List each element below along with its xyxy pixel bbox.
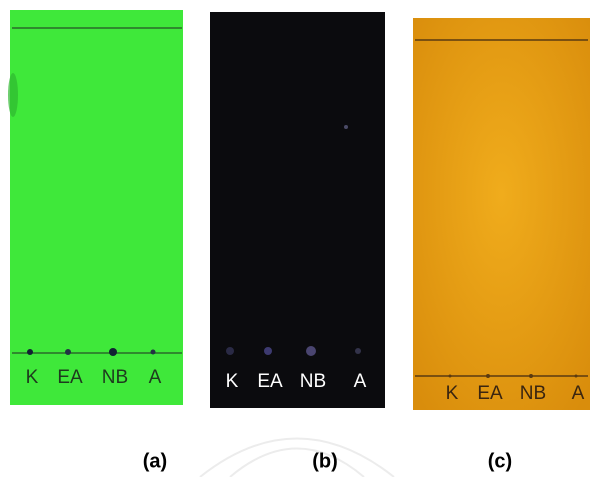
spot xyxy=(264,347,272,355)
caption: (b) xyxy=(312,450,338,472)
lane-label: NB xyxy=(300,371,326,392)
plate-c xyxy=(413,18,590,410)
lane-label: K xyxy=(446,383,459,404)
spot xyxy=(109,348,117,356)
spot xyxy=(575,375,578,378)
spot xyxy=(529,374,533,378)
spot xyxy=(486,374,490,378)
lane-label: EA xyxy=(477,383,503,404)
lane-label: NB xyxy=(520,383,546,404)
lane-label: K xyxy=(226,371,239,392)
plate-a xyxy=(10,10,183,405)
lane-label: NB xyxy=(102,367,128,388)
figure: K EA NB A (a) K EA NB A (b) K EA NB A (c) xyxy=(0,0,595,477)
lane-label: A xyxy=(149,367,162,388)
lane-label: A xyxy=(572,383,585,404)
plate-shadow xyxy=(8,73,18,117)
spot xyxy=(344,125,348,129)
spot xyxy=(65,349,71,355)
spot xyxy=(449,375,452,378)
spot xyxy=(306,346,316,356)
lane-label: EA xyxy=(57,367,83,388)
lane-label: A xyxy=(354,371,367,392)
spot xyxy=(151,350,156,355)
lane-label: EA xyxy=(257,371,283,392)
caption: (c) xyxy=(488,450,512,472)
watermark xyxy=(200,439,394,477)
spot xyxy=(226,347,234,355)
caption: (a) xyxy=(143,450,167,472)
lane-label: K xyxy=(26,367,39,388)
spot xyxy=(355,348,361,354)
spot xyxy=(27,349,33,355)
